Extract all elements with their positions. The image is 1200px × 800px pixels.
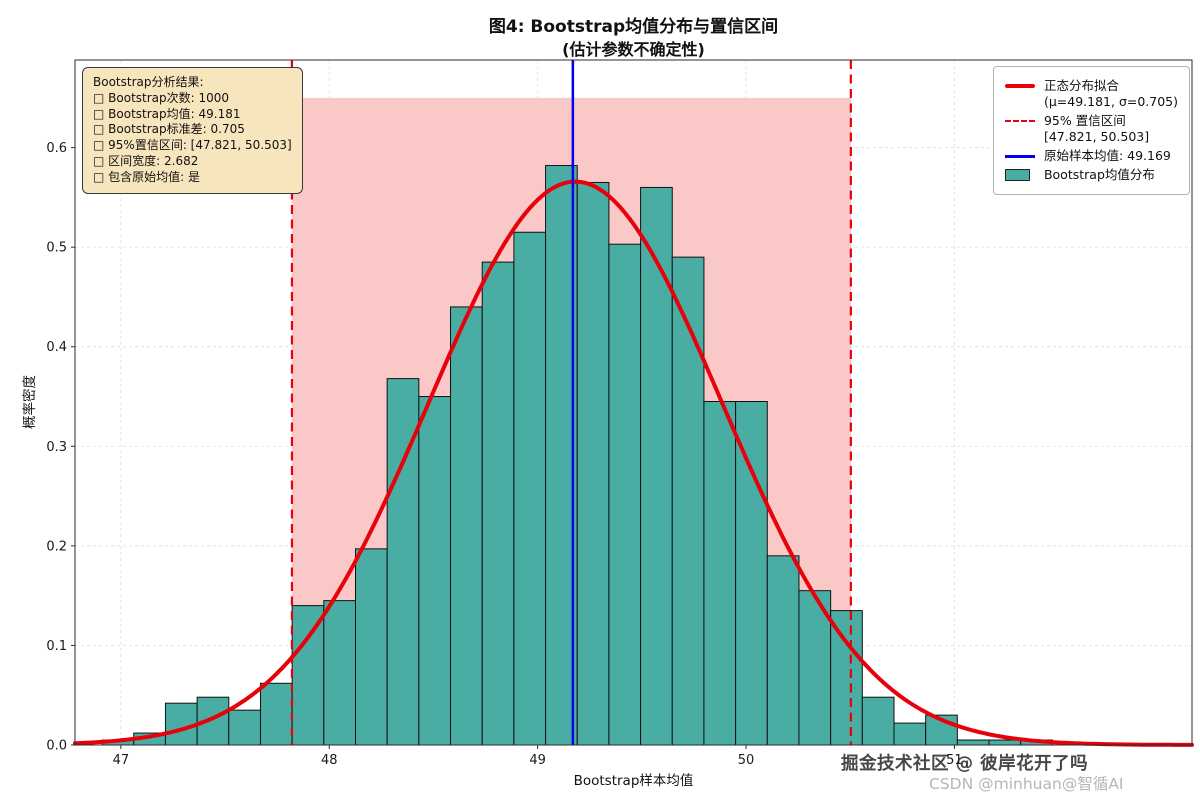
x-tick-label: 51	[946, 753, 963, 768]
stats-line: □ Bootstrap次数: 1000	[93, 90, 230, 105]
x-axis-label: Bootstrap样本均值	[573, 773, 694, 789]
histogram-bar	[481, 261, 515, 746]
histogram-bar	[766, 555, 800, 746]
histogram-bar	[956, 739, 990, 746]
legend-label: 95% 置信区间	[1043, 113, 1126, 128]
normal-fit-curve	[73, 179, 1194, 747]
legend-item-bootstrap-distribution: Bootstrap均值分布	[1004, 167, 1178, 183]
x-tick-label: 49	[529, 753, 546, 768]
y-tick-label: 0.0	[46, 739, 67, 754]
teal-patch-sample-icon	[1004, 169, 1030, 181]
legend-text: 95% 置信区间 [47.821, 50.503]	[1044, 113, 1149, 145]
legend-text: 正态分布拟合 (μ=49.181, σ=0.705)	[1044, 78, 1178, 110]
stats-line: □ 95%置信区间: [47.821, 50.503]	[93, 138, 292, 153]
stats-line: □ Bootstrap标准差: 0.705	[93, 122, 245, 137]
chart-subtitle: (估计参数不确定性)	[562, 40, 705, 59]
legend-text: Bootstrap均值分布	[1044, 167, 1155, 183]
histogram-bar	[861, 696, 895, 746]
legend-item-normal-fit: 正态分布拟合 (μ=49.181, σ=0.705)	[1004, 78, 1178, 110]
blue-line-sample-icon	[1004, 154, 1035, 158]
legend-sublabel: [47.821, 50.503]	[1043, 129, 1150, 144]
y-tick-label: 0.6	[46, 141, 67, 156]
legend-text: 原始样本均值: 49.169	[1044, 148, 1171, 164]
legend-key	[1004, 148, 1035, 164]
histogram-bar	[450, 306, 483, 746]
stats-line: □ Bootstrap均值: 49.181	[93, 106, 241, 121]
legend-key	[1004, 78, 1035, 94]
histogram-bar	[671, 256, 705, 746]
legend: 正态分布拟合 (μ=49.181, σ=0.705) 95% 置信区间 [47.…	[992, 66, 1190, 195]
y-tick-label: 0.4	[46, 340, 67, 355]
histogram-bar	[513, 231, 547, 746]
histogram-bar	[640, 186, 673, 746]
watermark-csdn: CSDN @minhuan@智循AI	[929, 775, 1124, 793]
red-line-sample-icon	[1004, 84, 1035, 88]
histogram-bar	[355, 548, 388, 746]
x-tick-label: 50	[738, 753, 755, 768]
histogram-bar	[703, 401, 737, 746]
legend-item-original-mean: 原始样本均值: 49.169	[1004, 148, 1178, 164]
histogram-bar	[830, 610, 863, 746]
legend-sublabel: (μ=49.181, σ=0.705)	[1043, 94, 1178, 109]
y-tick-label: 0.1	[46, 639, 67, 654]
histogram-bar	[291, 605, 325, 746]
histogram-bar	[228, 709, 261, 746]
histogram-bar	[735, 401, 768, 746]
watermark-juejin: 掘金技术社区 @ 彼岸花开了吗	[841, 754, 1089, 774]
legend-label: 正态分布拟合	[1043, 78, 1119, 93]
legend-key	[1004, 167, 1035, 183]
histogram-bar	[323, 600, 357, 746]
y-axis-label: 概率密度	[22, 375, 38, 429]
red-dashed-line-sample-icon	[1004, 120, 1035, 122]
stats-box-lines: □ Bootstrap次数: 1000 □ Bootstrap均值: 49.181…	[93, 91, 292, 186]
histogram-bar	[164, 702, 198, 746]
histogram-bar	[418, 396, 452, 746]
chart-title: 图4: Bootstrap均值分布与置信区间	[488, 17, 779, 37]
histogram-bar	[608, 243, 642, 746]
x-tick-label: 47	[113, 753, 130, 768]
stats-line: □ 包含原始均值: 是	[93, 169, 201, 184]
histogram-bar	[988, 739, 1022, 746]
stats-line: □ 区间宽度: 2.682	[93, 153, 199, 168]
legend-item-confidence-interval: 95% 置信区间 [47.821, 50.503]	[1004, 113, 1178, 145]
histogram-bar	[259, 682, 293, 746]
y-tick-label: 0.2	[46, 539, 67, 554]
y-tick-label: 0.3	[46, 440, 67, 455]
legend-label: 原始样本均值: 49.169	[1043, 148, 1171, 163]
legend-key	[1004, 113, 1035, 129]
legend-label: Bootstrap均值分布	[1043, 167, 1155, 182]
histogram-bar	[893, 722, 927, 746]
axes-frame	[74, 59, 1193, 746]
y-tick-label: 0.5	[46, 241, 67, 256]
stats-box-title: Bootstrap分析结果:	[93, 75, 204, 89]
stats-box: Bootstrap分析结果: □ Bootstrap次数: 1000 □ Boot…	[82, 67, 303, 194]
histogram-bar	[576, 181, 610, 746]
x-tick-label: 48	[321, 753, 338, 768]
